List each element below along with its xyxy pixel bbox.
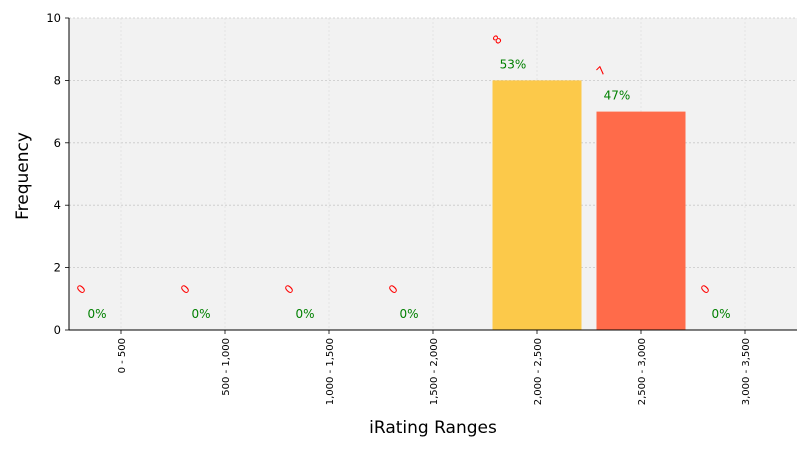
- y-tick-label: 6: [54, 136, 61, 150]
- x-tick-label: 500 - 1,000: [221, 338, 232, 396]
- x-tick-label: 2,500 - 3,000: [637, 338, 648, 405]
- bar-percent-label: 0%: [295, 307, 314, 321]
- bar-percent-label: 0%: [87, 307, 106, 321]
- bar-percent-label: 0%: [191, 307, 210, 321]
- bar-percent-label: 0%: [711, 307, 730, 321]
- y-tick-label: 2: [54, 261, 61, 275]
- bar-percent-label: 47%: [604, 89, 631, 103]
- bar-percent-label: 0%: [399, 307, 418, 321]
- x-tick-label: 2,000 - 2,500: [533, 338, 544, 405]
- x-tick-label: 0 - 500: [117, 338, 128, 373]
- x-axis-label: iRating Ranges: [369, 418, 497, 438]
- y-tick-label: 8: [54, 73, 61, 87]
- bar-percent-label: 53%: [500, 57, 527, 71]
- y-axis-label: Frequency: [13, 132, 33, 220]
- y-tick-label: 10: [46, 11, 61, 25]
- x-tick-label: 3,000 - 3,500: [741, 338, 752, 405]
- y-tick-label: 0: [54, 323, 61, 337]
- x-tick-label: 1,000 - 1,500: [325, 338, 336, 405]
- bars: [492, 80, 686, 331]
- bar: [492, 80, 582, 331]
- axes: 0 2 4 6 8 10 0 - 500 500 - 1,000 1,000 - 1,500 1,…: [46, 11, 797, 405]
- x-tick-label: 1,500 - 2,000: [429, 338, 440, 405]
- y-tick-label: 4: [54, 198, 61, 212]
- bar: [596, 111, 686, 330]
